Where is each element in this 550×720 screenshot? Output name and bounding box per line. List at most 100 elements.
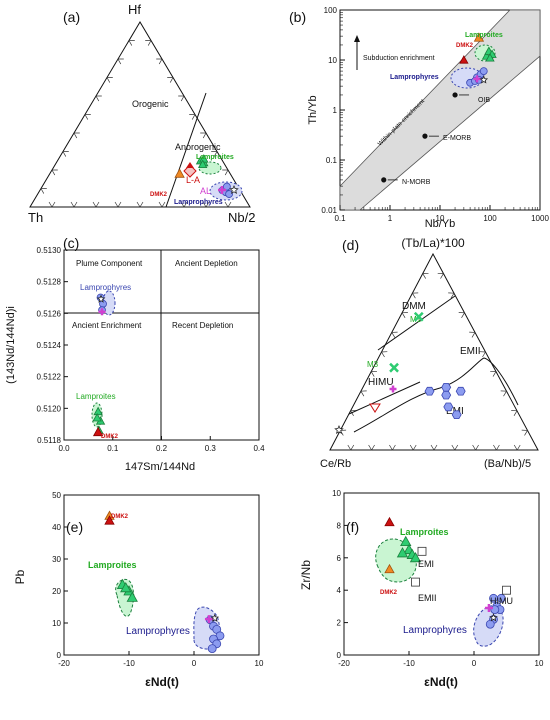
lamproite-point (120, 581, 132, 593)
mantle-array-band (339, 9, 541, 211)
panel-b-label: (b) (289, 9, 306, 25)
label-dmk2-b: DMK2 (456, 43, 474, 49)
label-lamprophyres-b: Lamprophyres (390, 74, 439, 81)
ternary-a-tick (70, 201, 78, 208)
lamproite-point (400, 535, 412, 546)
lamproite-point (485, 53, 495, 62)
apex-th: Th (28, 210, 43, 225)
ternary-a-tick (200, 132, 207, 139)
endmember-m3 (389, 362, 399, 373)
red-open-triangle-d (369, 403, 381, 413)
x-tick-label-e: 10 (255, 659, 264, 668)
ternary-a-tick (106, 77, 113, 83)
label-subduction: Subduction enrichment (363, 55, 435, 62)
ternary-d-tick (437, 272, 445, 279)
ternary-a-tick (189, 114, 196, 120)
marks-d (334, 311, 466, 435)
star-d (334, 425, 344, 435)
lamproite-point (198, 159, 208, 169)
panel-c-label: (c) (63, 235, 79, 251)
ternary-a-tick (167, 77, 174, 83)
label-emii-f: EMII (418, 593, 437, 603)
y-tick-label-c: 0.5126 (37, 309, 62, 318)
ternary-d-tick (391, 331, 398, 338)
label-dmm: DMM (402, 301, 426, 312)
panel-a-ternary: (a) Hf Th Nb/2 Orogenic Anorogenic Lampr… (28, 2, 255, 225)
al-star (229, 185, 239, 195)
dmk2-point (174, 168, 185, 178)
y-tick-label-f: 8 (337, 521, 342, 530)
ternary-a-tick (222, 169, 229, 176)
x-tick-label-c: 0.1 (107, 444, 119, 453)
emi-curve (353, 357, 519, 433)
y-tick-label-b: 10 (328, 56, 337, 65)
y-tick-label-f: 0 (337, 651, 342, 660)
dmm-emii-line (377, 295, 456, 351)
x-tick-label-e: -10 (123, 659, 135, 668)
label-emorb: E-MORB (443, 135, 471, 142)
x-tick-label-e: 0 (192, 659, 197, 668)
ternary-d-tick (513, 444, 521, 451)
y-tick-label-b: 0.1 (326, 156, 338, 165)
y-tick-label-c: 0.5128 (37, 278, 62, 287)
xlabel-b: Nb/Yb (425, 218, 456, 230)
ternary-a-tick (211, 151, 218, 157)
panel-f-zrnb-end: (f) -20 -10 0 10 0 2 4 6 8 10 εNd(t) Zr/Nb Lampro… (299, 489, 544, 689)
field-orogenic: Orogenic (132, 99, 169, 109)
y-tick-label-f: 4 (337, 586, 342, 595)
label-dmk2-f: DMK2 (380, 590, 398, 596)
xlabel-e: εNd(t) (145, 675, 179, 689)
reference-point (452, 92, 458, 98)
label-lamprophyres-f: Lamprophyres (403, 625, 467, 636)
lamproite-point (93, 406, 103, 416)
ternary-d-tick (458, 312, 466, 318)
label-oib: OIB (478, 97, 490, 104)
ternary-d-tick (479, 351, 487, 358)
reference-square (502, 585, 511, 595)
ternary-d-tick (521, 429, 529, 436)
label-dmk2-a: DMK2 (150, 192, 168, 198)
ternary-a-tick (40, 188, 47, 194)
orogenic-boundary (165, 92, 207, 208)
ternary-a-tick (180, 201, 188, 208)
x-tick-label-c: 0.3 (205, 444, 217, 453)
ternary-d-tick (472, 444, 479, 451)
ternary-a-tick (202, 201, 210, 208)
ternary-d-tick (490, 370, 497, 377)
y-tick-label-e: 50 (52, 491, 61, 500)
lamprophyre-point (451, 410, 462, 420)
reference-square (417, 546, 427, 556)
dmk2-point (384, 563, 395, 574)
al-cross (218, 186, 226, 194)
x-tick-label-f: 10 (535, 659, 544, 668)
ternary-d-tick (347, 444, 355, 451)
ternary-d-tick (401, 312, 408, 318)
ternary-a-tick (51, 169, 58, 176)
x-tick-label-f: 0 (472, 659, 477, 668)
ylabel-f: Zr/Nb (299, 560, 313, 590)
y-tick-label-f: 2 (337, 619, 342, 628)
ternary-a-tick (84, 114, 91, 120)
lamprophyre-point (207, 644, 217, 653)
axis-c-ticks: 0.0 0.1 0.2 0.3 0.4 0.5118 0.5120 0.5122 0.5124 0… (37, 246, 266, 453)
x-tick-label-f: -10 (403, 659, 415, 668)
ternary-d-tick (389, 444, 396, 451)
label-lamproites-f: Lamproites (400, 527, 449, 537)
label-dmk2-c: DMK2 (101, 434, 119, 440)
quadrant-plume: Plume Component (76, 259, 143, 268)
ternary-d-tick (368, 444, 375, 451)
star-b (479, 75, 489, 84)
y-tick-label-c: 0.5124 (37, 341, 62, 350)
red-triangle-point (384, 516, 395, 527)
y-tick-label-e: 20 (52, 587, 61, 596)
lamprophyre-point (441, 390, 452, 400)
ternary-a-tick (62, 151, 69, 157)
ternary-a-frame (29, 21, 251, 208)
star-e (210, 613, 220, 622)
ylabel-c: (143Nd/144Nd)i (5, 306, 17, 384)
apex-ba-nb: (Ba/Nb)/5 (484, 458, 531, 470)
marks-f (384, 516, 511, 629)
